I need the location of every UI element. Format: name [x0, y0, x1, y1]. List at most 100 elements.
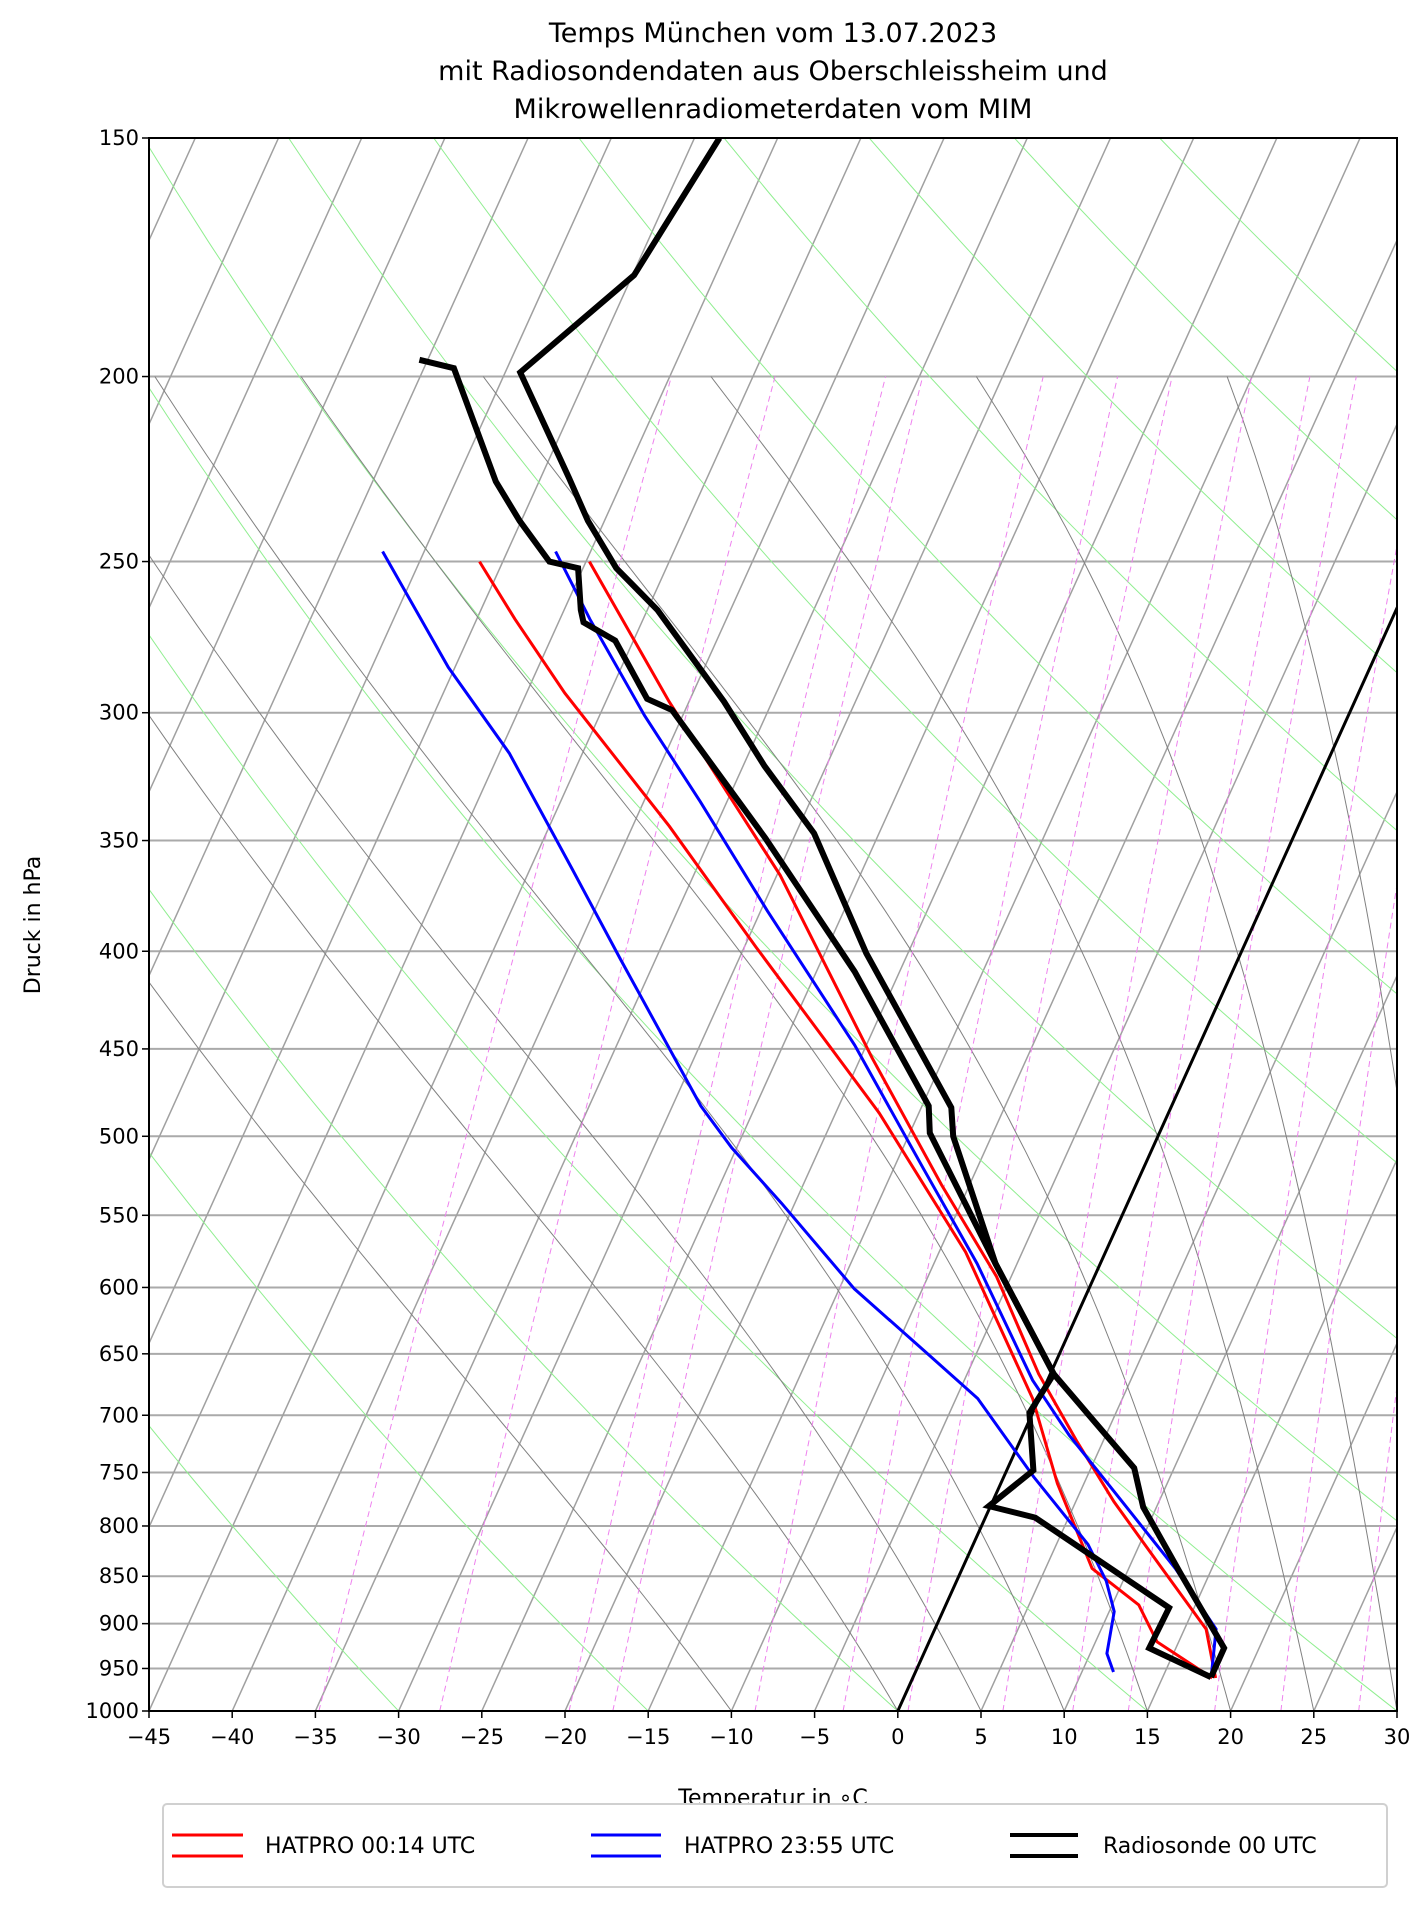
y-axis-label: Druck in hPa [21, 856, 46, 995]
moist-adiabat-line [154, 376, 1065, 1711]
x-tick-label: −5 [799, 1725, 830, 1749]
legend: HATPRO 00:14 UTC HATPRO 23:55 UTC Radios… [162, 1803, 1388, 1888]
x-tick-label: −45 [127, 1725, 171, 1749]
isotherm-line [813, 422, 1397, 1711]
mixing-ratio-line [439, 376, 776, 1711]
isobar-gridlines [149, 138, 1397, 1711]
x-tick-label: −25 [460, 1725, 504, 1749]
dry-adiabat-line [149, 1424, 399, 1711]
moist-adiabat-line [149, 981, 732, 1711]
plot-frame [148, 137, 1398, 1712]
mixing-ratio-line [1072, 376, 1311, 1711]
y-tick-label: 700 [99, 1403, 139, 1427]
moist-adiabat-line [975, 376, 1397, 1711]
profile-series [381, 138, 1228, 1680]
isotherm-line [980, 789, 1397, 1711]
isotherm-line [1063, 973, 1397, 1711]
x-tick-label: 30 [1384, 1725, 1411, 1749]
isotherm-line [149, 138, 696, 1346]
x-tick-label: −20 [543, 1725, 587, 1749]
legend-label: Radiosonde 00 UTC [1103, 1834, 1317, 1859]
dry-adiabat-line [578, 138, 1397, 995]
y-tick-label: 350 [99, 829, 139, 853]
dry-adiabat-line [149, 146, 1397, 1522]
dry-adiabat-line [433, 138, 1397, 1164]
isotherm-line [647, 138, 1361, 1711]
isotherm-line [1146, 1157, 1397, 1711]
y-tick-label: 150 [99, 126, 139, 150]
x-tick-label: 20 [1217, 1725, 1244, 1749]
x-tick-label: 10 [1051, 1725, 1078, 1749]
y-tick-label: 750 [99, 1460, 139, 1484]
dry-adiabat-line [149, 634, 1148, 1711]
moist-adiabat-line [149, 554, 982, 1711]
y-tick-label: 550 [99, 1203, 139, 1227]
legend-entry-hatpro-0014: HATPRO 00:14 UTC [172, 1833, 475, 1859]
isotherm-line [149, 138, 529, 978]
x-tick-label: −10 [709, 1725, 753, 1749]
legend-box [162, 1803, 1388, 1888]
radiosonde-dewpoint-line [418, 356, 1213, 1680]
isotherm-line [730, 238, 1397, 1711]
mixing-ratio-line [907, 376, 1173, 1711]
y-axis-ticks: 150 200 250 300 350 400 450 500 550 600 650 700 750 8… [86, 126, 149, 1723]
dry-adiabat-line [149, 888, 899, 1711]
x-tick-label: −15 [626, 1725, 670, 1749]
mixing-ratio-line [1002, 376, 1253, 1711]
x-tick-label: 5 [974, 1725, 987, 1749]
isotherm-line [149, 138, 280, 426]
moist-adiabat-line [710, 376, 1315, 1711]
moist-adiabat-lines [149, 376, 1397, 1711]
x-tick-label: −40 [210, 1725, 254, 1749]
isotherm-line [564, 138, 1278, 1711]
y-tick-label: 200 [99, 365, 139, 389]
zero-isotherm-line [896, 604, 1397, 1711]
isotherm-line [149, 138, 446, 794]
isotherm-line [231, 138, 945, 1711]
legend-entry-hatpro-2355: HATPRO 23:55 UTC [591, 1833, 894, 1859]
y-tick-label: 950 [99, 1656, 139, 1680]
y-tick-label: 500 [99, 1124, 139, 1148]
y-tick-label: 600 [99, 1275, 139, 1299]
x-tick-label: −30 [376, 1725, 420, 1749]
x-tick-label: 0 [891, 1725, 904, 1749]
dry-adiabat-line [149, 386, 1397, 1711]
dry-adiabat-line [149, 1151, 649, 1711]
isotherm-line [481, 138, 1195, 1711]
x-tick-label: 25 [1300, 1725, 1327, 1749]
plot-area [149, 138, 1397, 1711]
hatpro-0014-dewpoint-line [478, 560, 1214, 1680]
legend-label: HATPRO 23:55 UTC [684, 1834, 894, 1859]
mixing-ratio-line [754, 376, 1044, 1711]
isotherm-line [314, 138, 1028, 1711]
legend-label: HATPRO 00:14 UTC [265, 1834, 475, 1859]
mixing-ratio-line [842, 376, 1119, 1711]
isotherm-line [1229, 1341, 1397, 1711]
isotherm-line [149, 138, 612, 1162]
x-tick-label: −35 [293, 1725, 337, 1749]
moist-adiabat-line [1226, 376, 1397, 1095]
radiosonde-temperature-line [516, 138, 1228, 1679]
dry-adiabat-lines [149, 138, 1397, 1711]
chart-title-line-2: mit Radiosondendaten aus Oberschleisshei… [438, 56, 1108, 87]
isotherm-line [149, 138, 363, 610]
zero-degree-isotherm [896, 604, 1397, 1711]
y-tick-label: 400 [99, 939, 139, 963]
hatpro-2355-temperature-line [554, 550, 1218, 1673]
moist-adiabat-line [300, 376, 1148, 1711]
y-tick-label: 250 [99, 550, 139, 574]
y-tick-label: 800 [99, 1514, 139, 1538]
isotherm-line [149, 138, 862, 1711]
y-tick-label: 1000 [86, 1699, 139, 1723]
y-tick-label: 850 [99, 1564, 139, 1588]
y-tick-label: 650 [99, 1342, 139, 1366]
mixing-ratio-line [318, 376, 672, 1711]
mixing-ratio-lines [318, 376, 1397, 1711]
mixing-ratio-line [568, 376, 887, 1711]
y-tick-label: 450 [99, 1037, 139, 1061]
y-tick-label: 900 [99, 1612, 139, 1636]
mixing-ratio-line [1214, 542, 1397, 1711]
y-tick-label: 300 [99, 701, 139, 725]
